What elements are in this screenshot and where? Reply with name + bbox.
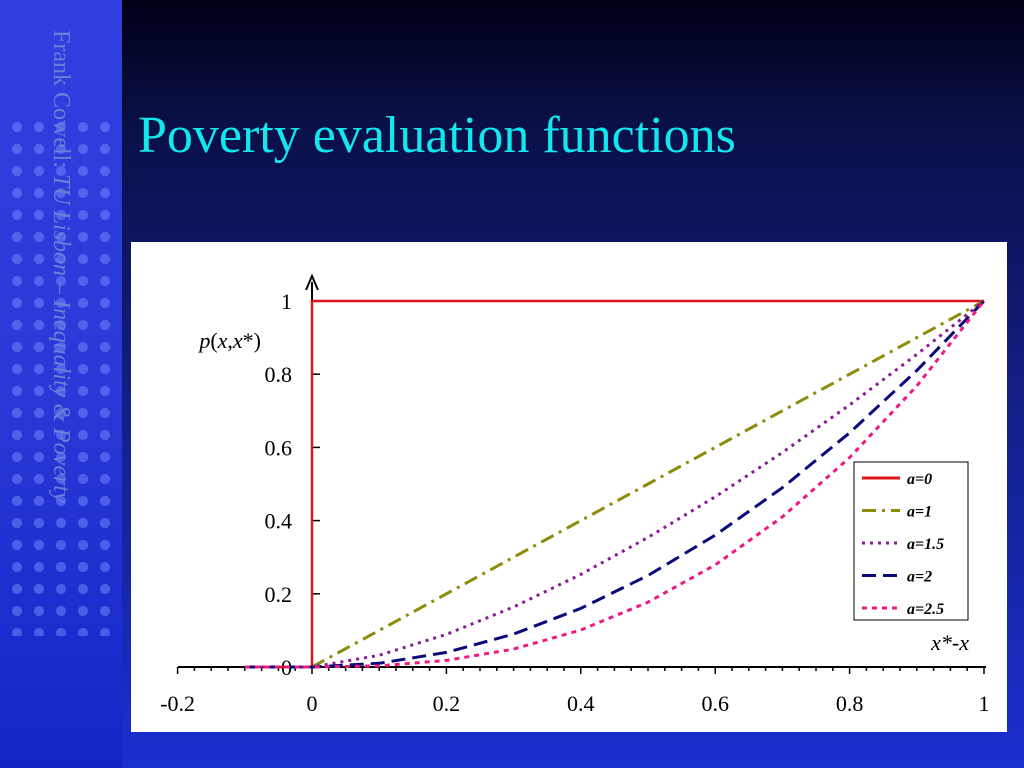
legend-label: a=2 [907, 569, 932, 586]
x-tick-label: 0.4 [567, 691, 595, 716]
x-tick-label: 0.6 [701, 691, 729, 716]
sidebar-square-pattern [6, 116, 116, 636]
legend-label: a=1.5 [907, 536, 944, 553]
y-tick-label: 0.8 [265, 362, 293, 387]
legend-box [853, 461, 969, 621]
series-line-a-2-5 [244, 300, 986, 669]
x-tick-label: 1 [979, 691, 990, 716]
x-tick-label: 0 [307, 691, 318, 716]
y-tick-label: 0.6 [265, 435, 293, 460]
x-tick-label: 0.2 [433, 691, 461, 716]
y-tick-label: 1 [281, 289, 292, 314]
legend-label: a=1 [907, 504, 932, 521]
poverty-chart: 00.20.40.60.81-0.2 0 0.2 0.4 0.6 0.8 1p(x,x*)x… [160, 273, 990, 716]
slide-title: Poverty evaluation functions [138, 107, 736, 164]
y-axis-label: p(x,x*) [197, 328, 261, 353]
sidebar: Frank Cowell: TU Lisbon – Inequality & P… [0, 0, 122, 768]
y-tick-label: 0.4 [265, 509, 293, 534]
series-line-a-1 [311, 299, 985, 669]
series-line-a-2 [244, 299, 986, 669]
sidebar-author-text: Frank Cowell: TU Lisbon – Inequality & P… [48, 30, 74, 503]
y-tick-label: 0.2 [265, 582, 293, 607]
chart-panel: 0 0.2 0.4 0.6 0.8 1 -0.2 0 0.2 0.4 0.6 0.8 1 p(x,x*) x… [131, 242, 1007, 732]
y-axis-arrow [305, 273, 319, 291]
legend-label: a=0 [907, 471, 932, 488]
x-axis-label: x*-x [930, 630, 969, 655]
sidebar-course-name: TU Lisbon – Inequality & Poverty [48, 174, 74, 503]
x-tick-label: 0.8 [836, 691, 864, 716]
legend-label: a=2.5 [907, 601, 944, 618]
sidebar-author-name: Frank Cowell: [48, 30, 74, 174]
x-tick-label: -0.2 [160, 691, 195, 716]
